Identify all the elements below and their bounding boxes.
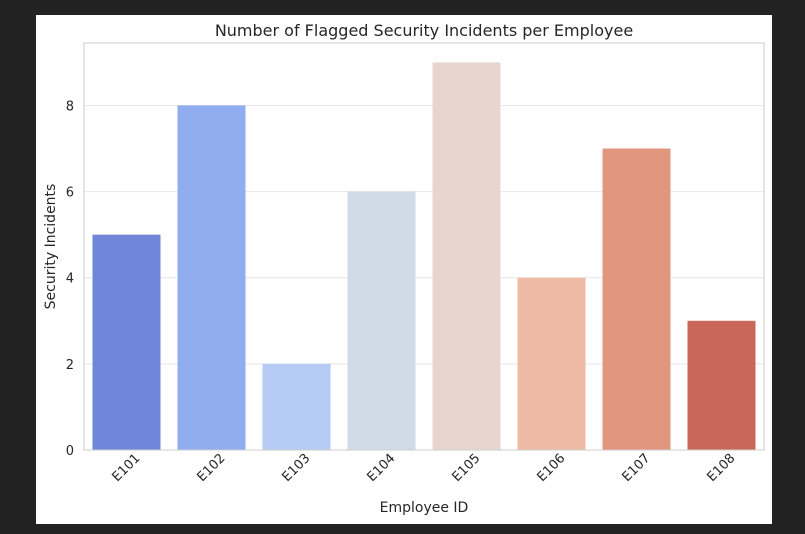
x-tick-label: E102 <box>195 451 229 485</box>
bars <box>92 62 756 451</box>
x-tick-label: E106 <box>535 451 569 485</box>
plot-frame <box>83 42 765 451</box>
chart-title: Number of Flagged Security Incidents per… <box>215 21 633 40</box>
y-axis-ticks: 0 2 4 6 8 <box>66 99 74 459</box>
x-tick-label: E107 <box>620 451 654 485</box>
y-tick-label: 2 <box>66 358 74 373</box>
bar-e107 <box>602 148 671 450</box>
y-tick-label: 6 <box>66 186 74 201</box>
bar-e106 <box>517 277 586 450</box>
bar-e104 <box>347 191 416 451</box>
x-tick-label: E104 <box>365 451 399 485</box>
chart-figure: Number of Flagged Security Incidents per… <box>36 15 772 524</box>
bar-e105 <box>432 62 501 450</box>
x-tick-label: E105 <box>450 451 484 485</box>
bar-e101 <box>92 234 161 450</box>
y-tick-label: 0 <box>66 444 74 459</box>
y-tick-label: 8 <box>66 99 74 114</box>
y-axis-label: Security Incidents <box>43 184 59 310</box>
x-tick-label: E101 <box>110 451 144 485</box>
bar-e102 <box>177 105 246 450</box>
x-axis-ticks: E101 E102 E103 E104 E105 E106 E107 E108 <box>110 451 739 485</box>
bar-chart: Number of Flagged Security Incidents per… <box>43 21 765 516</box>
bar-e103 <box>262 363 331 450</box>
x-tick-label: E103 <box>280 451 314 485</box>
bar-e108 <box>687 320 756 450</box>
y-tick-label: 4 <box>66 272 74 287</box>
x-tick-label: E108 <box>705 451 739 485</box>
x-axis-label: Employee ID <box>380 500 469 516</box>
